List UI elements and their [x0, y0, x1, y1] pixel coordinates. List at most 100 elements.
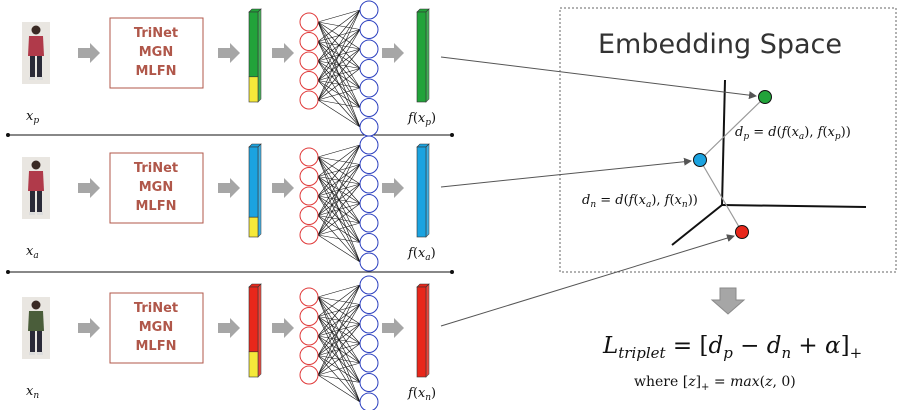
feature-vector-anchor-side	[257, 143, 262, 238]
embedding-vector-negative-side	[425, 283, 430, 378]
feature-vector-negative-side	[257, 283, 262, 378]
neural-network-anchor-edge	[317, 144, 361, 177]
person-image-positive-head	[31, 25, 41, 35]
neural-network-positive-output-neuron	[359, 59, 379, 78]
person-image-anchor	[22, 157, 50, 219]
neural-network-negative-input-neuron	[299, 346, 319, 365]
person-image-positive-leg-right	[37, 56, 42, 78]
neural-network-negative-edge	[317, 343, 361, 376]
arrow-icon-positive-1	[78, 43, 100, 63]
distance-line-negative	[699, 159, 743, 233]
feature-vector-negative	[248, 283, 262, 378]
neural-network-anchor-edge	[317, 203, 361, 236]
neural-network-positive	[299, 0, 379, 137]
model-box-anchor	[109, 152, 204, 224]
neural-network-negative-input-neuron	[299, 365, 319, 385]
neural-network-anchor-edge	[317, 234, 361, 243]
neural-network-positive-input-neuron	[299, 32, 319, 51]
arrow-icon-anchor-1	[78, 178, 100, 198]
person-image-negative-torso	[28, 311, 44, 331]
feature-to-embedding-arrows	[440, 56, 757, 327]
neural-network-positive-input-neuron	[299, 51, 319, 71]
model-name-positive: TriNet	[134, 26, 178, 41]
embedding-space-box	[559, 7, 897, 273]
neural-network-positive-output-neuron	[359, 98, 379, 117]
neural-network-negative-edge	[317, 374, 361, 403]
embedding-vector-positive	[416, 8, 430, 103]
arrow-positive-to-embedding	[440, 56, 757, 100]
arrow-icon-anchor-2	[218, 178, 240, 198]
neural-network-anchor-connections	[317, 144, 361, 263]
person-image-anchor-leg-right	[37, 191, 42, 213]
arrow-icon-negative-2	[218, 318, 240, 338]
neural-network-positive-edge	[317, 9, 361, 101]
neural-network-negative-edge	[317, 284, 361, 337]
arrow-icon-positive-2	[218, 43, 240, 63]
neural-network-anchor-edge	[317, 183, 361, 236]
neural-network-anchor-edge	[317, 144, 361, 236]
embedding-vector-anchor-front	[416, 146, 427, 238]
output-label-negative: f(xn)	[407, 386, 436, 403]
distance-positive-label: dp = d(f(xa), f(xp))	[735, 125, 851, 142]
neural-network-anchor-edge	[317, 144, 361, 158]
neural-network-negative-edge	[317, 284, 361, 298]
model-box-positive	[109, 17, 204, 89]
person-image-positive-leg-left	[30, 56, 35, 78]
neural-network-positive-output-neuron	[359, 20, 379, 39]
neural-network-positive-input-neuron	[299, 71, 319, 90]
model-name-negative: TriNet	[134, 301, 178, 316]
model-name-negative: MGN	[139, 320, 174, 335]
person-image-negative-leg-left	[30, 331, 35, 353]
separator-1-dot-left	[6, 133, 10, 137]
pipeline-rows: xp TriNet MGN MLFN f(xp) xa TriNet MGN MLFN f(xa)…	[22, 0, 436, 410]
neural-network-positive-edge	[317, 99, 361, 128]
neural-network-positive-edge	[317, 99, 361, 108]
neural-network-negative-edge	[317, 284, 361, 317]
row-separators	[6, 133, 454, 274]
neural-network-positive-output-neuron	[359, 78, 379, 98]
embedding-vector-negative-front	[416, 286, 427, 378]
neural-network-anchor-output-neuron	[359, 213, 379, 233]
model-name-positive: MGN	[139, 45, 174, 60]
neural-network-negative-edge	[317, 323, 361, 376]
neural-network-anchor-edge	[317, 222, 361, 236]
neural-network-positive-connections	[317, 9, 361, 128]
feature-vector-negative-fill	[248, 351, 259, 378]
neural-network-positive-edge	[317, 9, 361, 81]
person-image-anchor-torso	[28, 171, 44, 191]
neural-network-positive-edge	[317, 29, 361, 101]
row-positive: xp TriNet MGN MLFN f(xp)	[22, 0, 436, 137]
model-name-positive: MLFN	[136, 64, 177, 79]
feature-vector-positive-front	[248, 11, 259, 78]
feature-vector-positive-side	[257, 8, 262, 103]
neural-network-anchor-edge	[317, 144, 361, 197]
neural-network-anchor-edge	[317, 164, 361, 236]
feature-vector-anchor-front	[248, 146, 259, 218]
arrow-icon-negative-1	[78, 318, 100, 338]
neural-network-negative	[299, 275, 379, 410]
neural-network-negative-edge	[317, 284, 361, 376]
neural-network-anchor-output-neuron	[359, 194, 379, 213]
model-name-anchor: MLFN	[136, 199, 177, 214]
distance-negative-label: dn = d(f(xa), f(xn))	[582, 193, 698, 210]
neural-network-anchor-output-neuron	[359, 252, 379, 272]
neural-network-positive-edge	[317, 9, 361, 42]
feature-vector-negative-front	[248, 286, 259, 353]
person-image-negative-leg-right	[37, 331, 42, 353]
loss-where-clause: where [z]+ = max(z, 0)	[634, 374, 796, 393]
embedding-point-positive	[758, 90, 772, 104]
feature-vector-anchor	[248, 143, 262, 238]
arrow-negative-to-embedding	[440, 234, 735, 327]
neural-network-anchor-input-neuron	[299, 167, 319, 186]
neural-network-positive-output-neuron	[359, 117, 379, 137]
model-name-anchor: TriNet	[134, 161, 178, 176]
neural-network-negative-input-neuron	[299, 307, 319, 326]
person-image-positive-torso	[28, 36, 44, 56]
neural-network-negative-output-neuron	[359, 334, 379, 353]
model-name-anchor: MGN	[139, 180, 174, 195]
feature-vector-positive	[248, 8, 262, 103]
neural-network-negative-output-neuron	[359, 314, 379, 334]
neural-network-anchor-input-neuron	[299, 186, 319, 206]
neural-network-positive-output-neuron	[359, 39, 379, 59]
arrow-icon-positive-4	[382, 43, 404, 63]
